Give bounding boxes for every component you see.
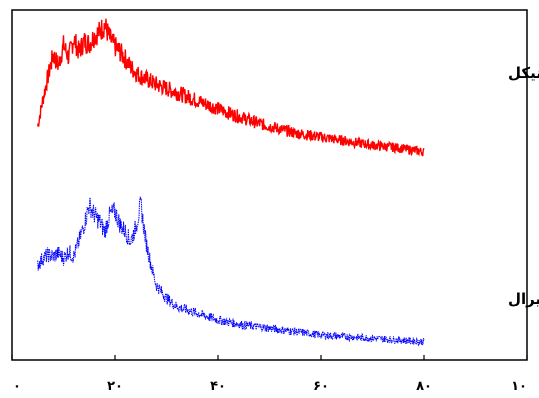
x-tick-label-1: ۲۰ [107, 379, 123, 394]
series-label-nickel-loaded-composite: کامپوزیت کایرال بارگذاری شده با فلز نیکل [508, 64, 539, 83]
series-line-0 [37, 18, 425, 157]
series-layer [37, 18, 425, 347]
x-tick-label-3: ۶۰ [313, 379, 329, 394]
x-axis-ticks [11, 355, 528, 360]
x-axis-tick-labels: ۰ ۲۰ ۴۰ ۶۰ ۸۰ ۱۰ [13, 379, 527, 394]
plot-border [11, 9, 528, 361]
series-label-chiral-composite: کامپوزیت کایرال [508, 290, 539, 309]
x-tick-label-4: ۸۰ [416, 379, 432, 394]
x-tick-label-2: ۴۰ [210, 379, 226, 394]
x-tick-label-0: ۰ [13, 379, 21, 394]
plot-frame [11, 9, 528, 361]
series-line-1 [37, 196, 425, 347]
x-tick-label-5: ۱۰ [511, 379, 527, 394]
